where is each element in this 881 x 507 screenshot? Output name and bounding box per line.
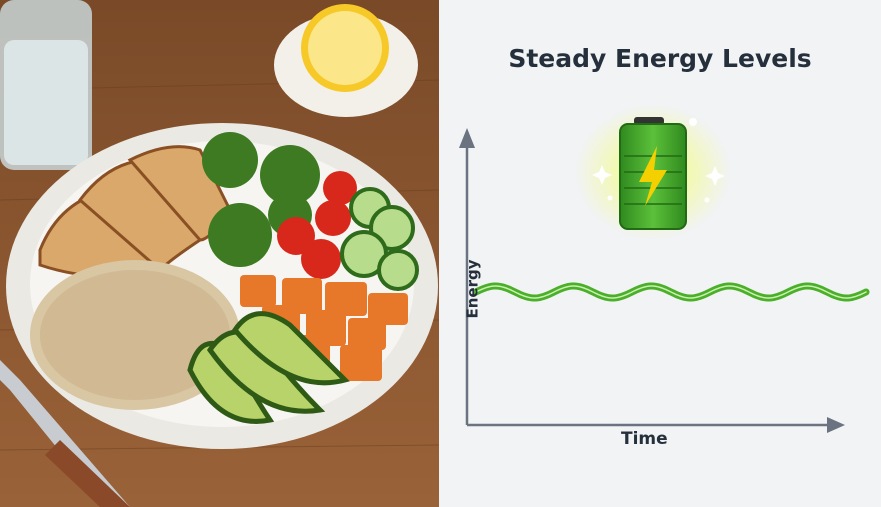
avocado [187,311,350,424]
glass-of-water [0,0,92,170]
y-axis-label: Energy [463,259,482,319]
lemon-bowl [274,4,418,117]
sparkle-icon [592,118,725,203]
cucumber [340,187,419,291]
energy-wave-highlight [475,285,867,299]
meal-photo [0,0,439,507]
lightning-bolt-icon [639,146,667,206]
grilled-chicken [38,145,232,278]
battery-full-icon [575,104,731,240]
y-axis [459,128,475,425]
x-axis-label: Time [621,429,668,449]
energy-graph [459,104,870,433]
cherry-tomatoes [277,171,357,279]
fork [0,360,130,507]
quinoa [30,260,240,410]
x-axis [467,417,845,433]
diagram-title: Steady Energy Levels [508,44,812,73]
energy-diagram: Steady Energy Levels Ene [439,0,881,507]
